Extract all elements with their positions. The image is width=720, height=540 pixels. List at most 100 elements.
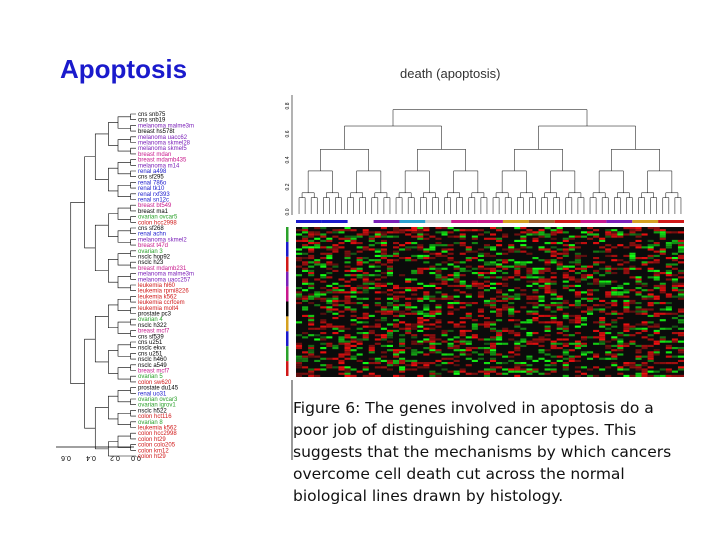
strip-segment bbox=[502, 220, 529, 223]
sample-label: ovarian ovcar5 bbox=[138, 215, 178, 221]
sample-label: colon hcc2998 bbox=[138, 431, 177, 437]
sample-label: breast mcf7 bbox=[138, 369, 170, 375]
strip-segment bbox=[286, 256, 289, 272]
sample-label: colon hcc2998 bbox=[138, 220, 177, 226]
sample-label: ovarian ovcar3 bbox=[138, 397, 178, 403]
sample-label: breast mdan bbox=[138, 152, 171, 158]
top-axis-tick: 0.8 bbox=[285, 102, 291, 109]
sample-label: cns sf295 bbox=[138, 175, 164, 181]
left-dendrogram bbox=[70, 113, 136, 457]
sample-label: renal sn12c bbox=[138, 198, 169, 204]
sample-label: nsclc hop92 bbox=[138, 255, 171, 261]
sample-label: ovarian 5 bbox=[138, 374, 163, 380]
top-axis: 0.8 0.6 0.4 0.2 0.0 bbox=[285, 95, 293, 215]
sample-label: leukemia k562 bbox=[138, 426, 177, 432]
top-axis-tick: 0.0 bbox=[285, 208, 291, 215]
strip-segment bbox=[554, 220, 581, 223]
sample-label: cns u251 bbox=[138, 340, 163, 346]
heatmap bbox=[291, 227, 684, 460]
sample-label: leukemia ccrfcem bbox=[138, 300, 185, 306]
sample-label: breast mcf7 bbox=[138, 329, 170, 335]
strip-segment bbox=[286, 227, 289, 242]
sample-label: renal 786o bbox=[138, 180, 167, 186]
top-axis-tick: 0.6 bbox=[285, 130, 291, 137]
sample-label: melanoma uacc257 bbox=[138, 277, 191, 283]
sample-color-strip bbox=[296, 220, 684, 223]
sample-label: nsclc h460 bbox=[138, 357, 167, 363]
sample-label: leukemia molt4 bbox=[138, 306, 179, 312]
sample-label: ovarian igrov1 bbox=[138, 403, 176, 409]
sample-label: renal uo31 bbox=[138, 391, 167, 397]
strip-segment bbox=[425, 220, 452, 223]
sample-label: prostate pc3 bbox=[138, 312, 172, 318]
sample-label: melanoma malme3m bbox=[138, 272, 194, 278]
gene-color-strip bbox=[286, 227, 289, 376]
sample-label: colon ht29 bbox=[138, 437, 166, 443]
strip-segment bbox=[286, 361, 289, 376]
sample-label: colon hct116 bbox=[138, 414, 172, 420]
strip-segment bbox=[477, 220, 503, 223]
strip-segment bbox=[347, 220, 374, 223]
strip-segment bbox=[286, 271, 289, 287]
sample-label: nsclc h522 bbox=[138, 408, 167, 414]
sample-label: ovarian 4 bbox=[138, 317, 163, 323]
sample-label: melanoma uacc62 bbox=[138, 135, 188, 141]
strip-segment bbox=[606, 220, 633, 223]
top-axis-tick: 0.2 bbox=[285, 183, 291, 190]
sample-label: ovarian 3 bbox=[138, 249, 163, 255]
strip-segment bbox=[451, 220, 478, 223]
sample-label: breast bt549 bbox=[138, 203, 172, 209]
sample-label: melanoma m14 bbox=[138, 163, 180, 169]
strip-segment bbox=[286, 346, 289, 362]
sample-label: cns u251 bbox=[138, 351, 163, 357]
sample-label: colon sw620 bbox=[138, 380, 172, 386]
sample-label: breast mdamb231 bbox=[138, 266, 187, 272]
sample-label: breast mdamb435 bbox=[138, 158, 187, 164]
strip-segment bbox=[632, 220, 659, 223]
sample-label: leukemia k562 bbox=[138, 294, 177, 300]
sample-label: renal rxf393 bbox=[138, 192, 170, 198]
strip-segment bbox=[286, 331, 289, 347]
strip-segment bbox=[399, 220, 426, 223]
figure-title: death (apoptosis) bbox=[400, 66, 501, 81]
strip-segment bbox=[373, 220, 400, 223]
sample-label: colon colo205 bbox=[138, 443, 176, 449]
sample-label: colon km12 bbox=[138, 448, 169, 454]
sample-label: cns snb75 bbox=[138, 112, 166, 118]
strip-segment bbox=[286, 286, 289, 302]
strip-segment bbox=[296, 220, 322, 223]
sample-label: nsclc h23 bbox=[138, 260, 164, 266]
left-axis-tick: 0.0 bbox=[131, 454, 141, 461]
sample-label: melanoma skmel28 bbox=[138, 141, 191, 147]
left-axis-tick: 0.4 bbox=[86, 454, 96, 461]
strip-segment bbox=[286, 316, 289, 332]
strip-segment bbox=[286, 301, 289, 317]
sample-label: ovarian 8 bbox=[138, 420, 163, 426]
left-axis-tick: 0.6 bbox=[61, 454, 71, 461]
sample-label: cns sf539 bbox=[138, 334, 164, 340]
sample-label: breast hs578t bbox=[138, 129, 175, 135]
strip-segment bbox=[528, 220, 555, 223]
sample-label: colon ht29 bbox=[138, 454, 166, 460]
top-dendrogram bbox=[298, 109, 682, 214]
left-axis-tick: 0.2 bbox=[110, 454, 120, 461]
sample-label: cns sf268 bbox=[138, 226, 164, 232]
strip-segment bbox=[580, 220, 607, 223]
sample-label: renal achn bbox=[138, 232, 166, 238]
top-axis-tick: 0.4 bbox=[285, 156, 291, 163]
sample-label: cns snb19 bbox=[138, 118, 166, 124]
sample-label: nsclc ekvx bbox=[138, 346, 166, 352]
sample-label: leukemia hl60 bbox=[138, 283, 176, 289]
sample-label: melanoma skmel2 bbox=[138, 237, 187, 243]
sample-label: melanoma skmel5 bbox=[138, 146, 187, 152]
sample-label: leukemia rpmi8226 bbox=[138, 289, 189, 295]
strip-segment bbox=[658, 220, 684, 223]
sample-label: nsclc a549 bbox=[138, 363, 167, 369]
left-axis: 0.6 0.4 0.2 0.0 bbox=[56, 446, 141, 461]
sample-label: prostate du145 bbox=[138, 386, 179, 392]
sample-label: nsclc h322 bbox=[138, 323, 167, 329]
sample-label: breast t47d bbox=[138, 243, 168, 249]
strip-segment bbox=[321, 220, 348, 223]
